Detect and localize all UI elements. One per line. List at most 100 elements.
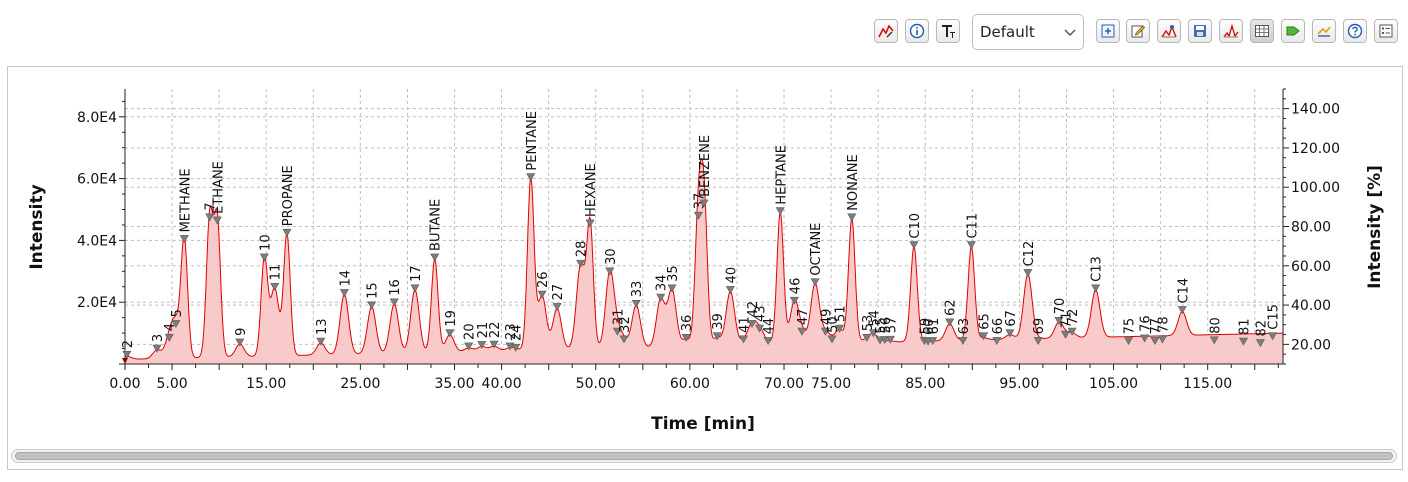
- peak-detect-button[interactable]: [1157, 19, 1181, 43]
- start-marker: [122, 358, 128, 364]
- peak-marker: [820, 327, 830, 336]
- info-button[interactable]: [905, 19, 929, 43]
- x-tick-label: 75.00: [811, 376, 851, 392]
- peak-label: PROPANE: [281, 165, 296, 226]
- peak-marker: [489, 340, 499, 349]
- y-tick-label: 8.0E4: [77, 110, 117, 126]
- peak-label: 39: [711, 313, 726, 330]
- peak-marker: [1124, 337, 1134, 345]
- x-tick-label: 15.00: [246, 376, 286, 392]
- peak-marker: [576, 259, 586, 268]
- peak-marker: [605, 267, 615, 276]
- text-format-button[interactable]: [936, 19, 960, 43]
- peak-label: 31: [611, 309, 626, 326]
- y-tick-label: 2.0E4: [77, 295, 117, 311]
- peak-label: 80: [1208, 317, 1223, 334]
- y2-tick-label: 80.00: [1291, 220, 1331, 236]
- x-tick-label: 95.00: [999, 376, 1039, 392]
- peak-label: 46: [788, 278, 803, 295]
- y2-tick-label: 120.00: [1291, 141, 1340, 157]
- y2-tick-label: 140.00: [1291, 102, 1340, 118]
- tag-icon: [1286, 26, 1300, 36]
- table-button[interactable]: [1250, 19, 1274, 43]
- peak-label: 5: [170, 309, 185, 317]
- scrollbar-thumb[interactable]: [15, 452, 1393, 460]
- save-button[interactable]: [1188, 19, 1212, 43]
- peak-marker: [928, 337, 938, 345]
- peak-marker: [316, 337, 326, 346]
- chevron-down-icon: [1064, 29, 1076, 37]
- list-button[interactable]: [1374, 19, 1398, 43]
- peak-marker: [464, 342, 474, 351]
- x-tick-label: 50.00: [576, 376, 616, 392]
- peak-marker: [667, 284, 677, 293]
- peak-marker: [775, 207, 785, 216]
- list-icon: [1379, 24, 1393, 38]
- peak-marker: [612, 327, 622, 336]
- peak-marker: [631, 299, 641, 308]
- y-axis-title: Intensity: [27, 184, 47, 269]
- peak-label: 50: [826, 316, 841, 333]
- chart-settings-button[interactable]: [874, 19, 898, 43]
- horizontal-scrollbar[interactable]: [11, 449, 1397, 463]
- peak-label: 35: [666, 265, 681, 282]
- peak-label: 28: [575, 241, 590, 258]
- peak-label: 43: [754, 305, 769, 322]
- y-tick-label: 6.0E4: [77, 172, 117, 188]
- peak-marker: [367, 301, 377, 310]
- peak-label: 62: [944, 299, 959, 316]
- chromatogram-line: [124, 157, 1283, 360]
- peak-marker: [235, 338, 245, 347]
- peak-label: 69: [1032, 318, 1047, 335]
- peak-marker: [537, 290, 547, 299]
- peak-marker: [1238, 337, 1248, 346]
- y2-tick-label: 20.00: [1291, 337, 1331, 353]
- peak-marker: [747, 320, 757, 328]
- peak-marker: [1268, 332, 1278, 341]
- x-tick-label: 85.00: [905, 376, 945, 392]
- peak-marker: [958, 337, 968, 345]
- peak-label: 2: [121, 340, 136, 348]
- peak-marker: [827, 335, 837, 344]
- peak-marker: [164, 333, 174, 342]
- edit-button[interactable]: [1126, 19, 1150, 43]
- peak-marker: [212, 216, 222, 225]
- toolbar: Default: [0, 14, 1408, 52]
- peak-marker: [763, 337, 773, 345]
- view-select[interactable]: Default: [972, 14, 1084, 50]
- peak-marker: [205, 213, 215, 222]
- tag-button[interactable]: [1281, 19, 1305, 43]
- help-button[interactable]: [1343, 19, 1367, 43]
- peak-marker: [797, 327, 807, 336]
- add-window-icon: [1101, 24, 1115, 38]
- peak-marker: [1157, 335, 1168, 344]
- peak-marker: [868, 329, 878, 338]
- peak-label: HEXANE: [584, 163, 599, 217]
- peak-label: 33: [630, 281, 645, 298]
- peak-marker: [511, 343, 521, 352]
- peak-label: 56: [879, 317, 894, 334]
- peak-marker: [992, 337, 1002, 345]
- peak-label: NONANE: [846, 154, 861, 211]
- peak-label: 47: [796, 309, 811, 326]
- text-format-icon: [942, 25, 955, 38]
- peak-marker: [339, 289, 349, 298]
- peak-marker: [477, 341, 487, 349]
- compare-button[interactable]: [1312, 19, 1336, 43]
- chromatogram-chart[interactable]: 0.00 5.00 15.00 25.00 35.00 40.00 50.00 60.00 70…: [8, 67, 1402, 469]
- peak-label: 4: [163, 323, 178, 331]
- peak-marker: [179, 235, 189, 244]
- overlay-button[interactable]: [1219, 19, 1243, 43]
- peak-detect-icon: [1161, 25, 1177, 38]
- peak-label: 53: [861, 315, 876, 332]
- peak-marker: [1005, 329, 1015, 338]
- add-window-button[interactable]: [1096, 19, 1120, 43]
- peak-marker: [681, 333, 691, 342]
- peak-marker: [270, 282, 280, 291]
- peak-label: 19: [444, 310, 459, 327]
- peak-label: 51: [834, 305, 849, 322]
- peak-label: 9: [234, 328, 249, 336]
- peak-label: 49: [819, 309, 834, 326]
- peak-marker: [699, 199, 709, 208]
- x-tick-label: 70.00: [764, 376, 804, 392]
